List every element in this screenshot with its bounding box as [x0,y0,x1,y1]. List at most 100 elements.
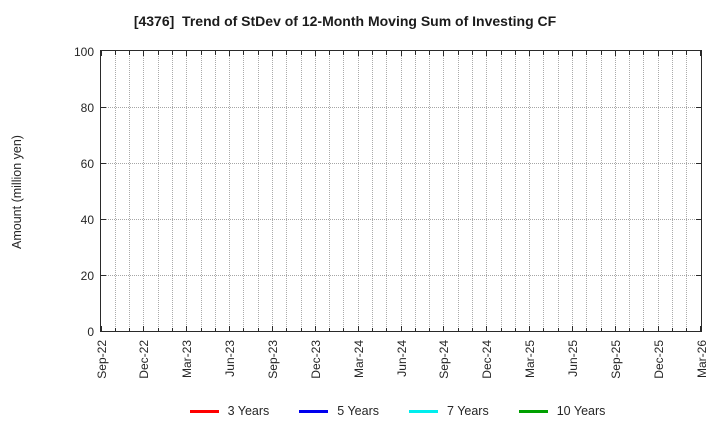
y-tick-mark [696,218,701,220]
x-tick-mark [514,327,516,331]
x-tick-mark [557,327,559,331]
y-axis-label-wrap: Amount (million yen) [2,50,32,333]
x-tick-mark [686,327,688,331]
x-tick-mark [600,51,602,55]
gridline-vertical [329,51,331,331]
legend-line-swatch [409,409,439,413]
gridline-vertical [314,51,316,331]
gridline-vertical [543,51,545,331]
y-tick-label: 40 [80,212,94,227]
x-tick-mark [586,327,588,331]
x-tick-label: Dec-25 [651,340,666,379]
x-tick-mark [257,327,259,331]
x-tick-mark [357,326,359,331]
x-tick-mark [186,51,188,56]
x-tick-mark [114,327,116,331]
gridline-vertical [286,51,288,331]
x-tick-mark [571,51,573,56]
x-tick-label: Mar-26 [694,340,709,379]
x-tick-mark [457,327,459,331]
x-tick-mark [571,326,573,331]
gridline-vertical [614,51,616,331]
gridline-vertical [414,51,416,331]
x-tick-mark [129,327,131,331]
x-tick-mark [457,51,459,55]
gridline-vertical [529,51,531,331]
x-tick-mark [429,51,431,55]
x-tick-label: Sep-23 [265,340,280,379]
x-tick-mark [500,327,502,331]
x-tick-label: Mar-23 [180,340,195,379]
gridline-horizontal [101,274,701,276]
gridline-vertical [271,51,273,331]
x-tick-mark [357,51,359,56]
x-tick-mark [286,327,288,331]
legend-label: 5 Years [337,404,380,418]
gridline-vertical [586,51,588,331]
chart-title: [4376] Trend of StDev of 12-Month Moving… [133,13,557,29]
x-tick-mark [500,51,502,55]
x-tick-mark [700,51,701,56]
x-tick-mark [586,51,588,55]
y-tick-mark [696,162,701,164]
x-tick-mark [314,326,316,331]
x-tick-mark [629,51,631,55]
x-tick-mark [143,51,145,56]
gridline-vertical [400,51,402,331]
x-tick-mark [543,327,545,331]
legend-line-swatch [189,409,219,413]
plot-area [100,50,702,332]
gridline-vertical [371,51,373,331]
x-tick-mark [671,327,673,331]
x-tick-mark [600,327,602,331]
x-tick-mark [300,51,302,55]
y-tick-mark [101,106,106,108]
x-tick-mark [614,51,616,56]
x-tick-mark [243,327,245,331]
gridline-vertical [486,51,488,331]
x-tick-mark [529,51,531,56]
x-tick-label: Sep-24 [437,340,452,379]
x-tick-mark [286,51,288,55]
x-tick-mark [400,51,402,56]
x-tick-mark [514,51,516,55]
x-tick-mark [657,326,659,331]
x-tick-mark [200,51,202,55]
gridline-vertical [300,51,302,331]
x-tick-mark [643,327,645,331]
x-tick-mark [243,51,245,55]
legend-line-swatch [299,409,329,413]
y-tick-mark [101,162,106,164]
y-tick-mark [101,274,106,276]
x-tick-mark [643,51,645,55]
x-tick-label: Mar-24 [351,340,366,379]
x-tick-mark [371,51,373,55]
gridline-vertical [500,51,502,331]
y-axis-label: Amount (million yen) [10,134,24,249]
x-tick-mark [271,326,273,331]
gridline-vertical [657,51,659,331]
x-tick-mark [443,326,445,331]
x-tick-mark [471,51,473,55]
x-tick-mark [329,327,331,331]
gridline-vertical [457,51,459,331]
x-tick-mark [114,51,116,55]
x-tick-mark [229,51,231,56]
x-tick-mark [271,51,273,56]
legend-label: 10 Years [556,404,606,418]
y-tick-mark [101,218,106,220]
gridline-vertical [357,51,359,331]
y-tick-label: 20 [80,268,94,283]
x-tick-mark [429,327,431,331]
x-tick-mark [443,51,445,56]
x-tick-label: Sep-22 [94,340,109,379]
x-tick-mark [400,326,402,331]
gridline-vertical [257,51,259,331]
x-tick-mark [343,327,345,331]
legend-item-3-years: 3 Years [189,404,269,418]
x-tick-mark [371,327,373,331]
gridline-vertical [600,51,602,331]
gridline-vertical [143,51,145,331]
gridline-horizontal [101,106,701,108]
gridline-vertical [557,51,559,331]
